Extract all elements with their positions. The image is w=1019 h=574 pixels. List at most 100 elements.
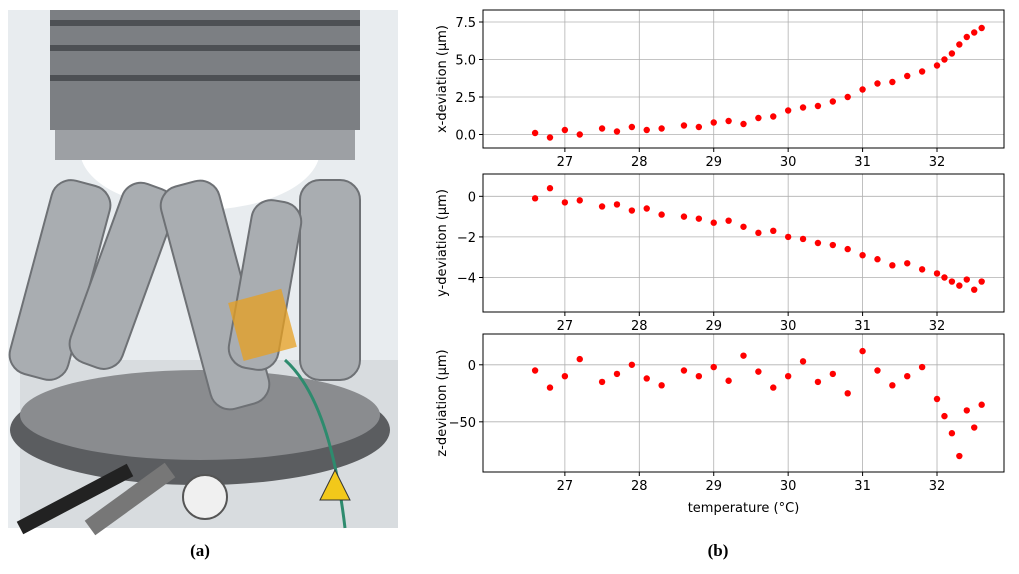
- data-point: [680, 367, 688, 374]
- data-point: [546, 384, 554, 391]
- data-point: [628, 207, 636, 214]
- x-tick-label: 31: [854, 155, 871, 170]
- x-tick-label: 27: [557, 155, 574, 170]
- data-point: [971, 29, 978, 36]
- x-tick-label: 27: [557, 479, 574, 494]
- data-point: [948, 278, 956, 285]
- data-point: [889, 382, 896, 389]
- data-point: [770, 384, 777, 391]
- y-tick-label: −2: [457, 231, 476, 246]
- data-point: [628, 361, 636, 368]
- data-point: [546, 134, 554, 141]
- data-point: [941, 274, 948, 281]
- data-point: [680, 122, 688, 129]
- x-tick-label: 28: [631, 319, 648, 334]
- y-axis-label: z-deviation (µm): [435, 349, 450, 456]
- data-point: [941, 56, 948, 63]
- data-point: [859, 86, 866, 93]
- data-point: [598, 125, 606, 132]
- data-point: [658, 211, 665, 218]
- hexapod-photo: [8, 10, 398, 536]
- data-point: [859, 347, 866, 355]
- data-point: [948, 430, 956, 437]
- data-point: [531, 367, 539, 374]
- data-point: [561, 199, 569, 206]
- data-point: [546, 185, 554, 192]
- data-point: [978, 278, 985, 285]
- data-point: [561, 372, 569, 380]
- caption: (b): [708, 541, 729, 560]
- data-point: [963, 33, 970, 41]
- x-tick-label: 32: [929, 319, 946, 334]
- x-tick-label: 29: [705, 319, 722, 334]
- x-tick-label: 29: [705, 155, 722, 170]
- data-point: [643, 375, 650, 382]
- data-point: [918, 363, 926, 371]
- data-point: [799, 358, 807, 365]
- data-point: [918, 266, 926, 273]
- data-point: [933, 62, 941, 69]
- data-point: [695, 215, 703, 222]
- plot-area: [483, 174, 1004, 312]
- data-point: [755, 229, 762, 237]
- data-point: [829, 370, 837, 378]
- data-point: [948, 50, 956, 57]
- data-point: [814, 102, 822, 110]
- data-point: [971, 286, 978, 293]
- y-tick-label: 5.0: [455, 54, 476, 69]
- data-point: [613, 201, 621, 208]
- data-point: [680, 213, 688, 220]
- data-point: [740, 352, 747, 359]
- data-point: [613, 370, 621, 378]
- data-point: [941, 412, 948, 420]
- y-axis-label: x-deviation (µm): [435, 25, 450, 133]
- data-point: [963, 407, 970, 414]
- x-tick-label: 32: [929, 155, 946, 170]
- x-tick-label: 30: [780, 155, 797, 170]
- data-point: [844, 93, 851, 101]
- axes-frame: [482, 9, 1005, 149]
- data-point: [904, 260, 911, 267]
- data-point: [710, 219, 717, 226]
- x-tick-label: 28: [631, 479, 648, 494]
- x-axis-label: temperature (°C): [688, 501, 800, 516]
- data-point: [755, 114, 762, 122]
- data-point: [918, 68, 926, 75]
- axes-frame: [482, 173, 1005, 313]
- data-point: [874, 367, 881, 374]
- data-point: [710, 119, 717, 126]
- data-point: [770, 113, 777, 120]
- x-tick-label: 28: [631, 155, 648, 170]
- data-point: [740, 223, 747, 230]
- x-tick-label: 32: [929, 479, 946, 494]
- data-point: [598, 378, 606, 386]
- data-point: [613, 128, 621, 135]
- data-point: [531, 195, 539, 202]
- data-point: [874, 256, 881, 263]
- y-tick-label: 2.5: [455, 91, 476, 106]
- x-tick-label: 31: [854, 319, 871, 334]
- data-point: [933, 395, 941, 403]
- data-point: [695, 372, 703, 380]
- data-point: [844, 390, 851, 397]
- data-point: [978, 24, 985, 32]
- data-point: [576, 131, 583, 138]
- data-point: [904, 372, 911, 380]
- data-point: [658, 382, 665, 389]
- data-point: [740, 120, 747, 128]
- data-point: [874, 80, 881, 87]
- caption: (a): [190, 541, 210, 560]
- x-tick-label: 27: [557, 319, 574, 334]
- data-point: [799, 235, 807, 243]
- data-point: [643, 126, 650, 134]
- data-point: [859, 251, 866, 259]
- data-point: [956, 452, 963, 460]
- x-tick-label: 29: [705, 479, 722, 494]
- data-point: [725, 117, 732, 125]
- y-tick-label: −50: [449, 416, 476, 431]
- y-axis-label: y-deviation (µm): [435, 189, 450, 297]
- x-tick-label: 31: [854, 479, 871, 494]
- plot-area: [483, 10, 1004, 148]
- data-point: [531, 129, 539, 137]
